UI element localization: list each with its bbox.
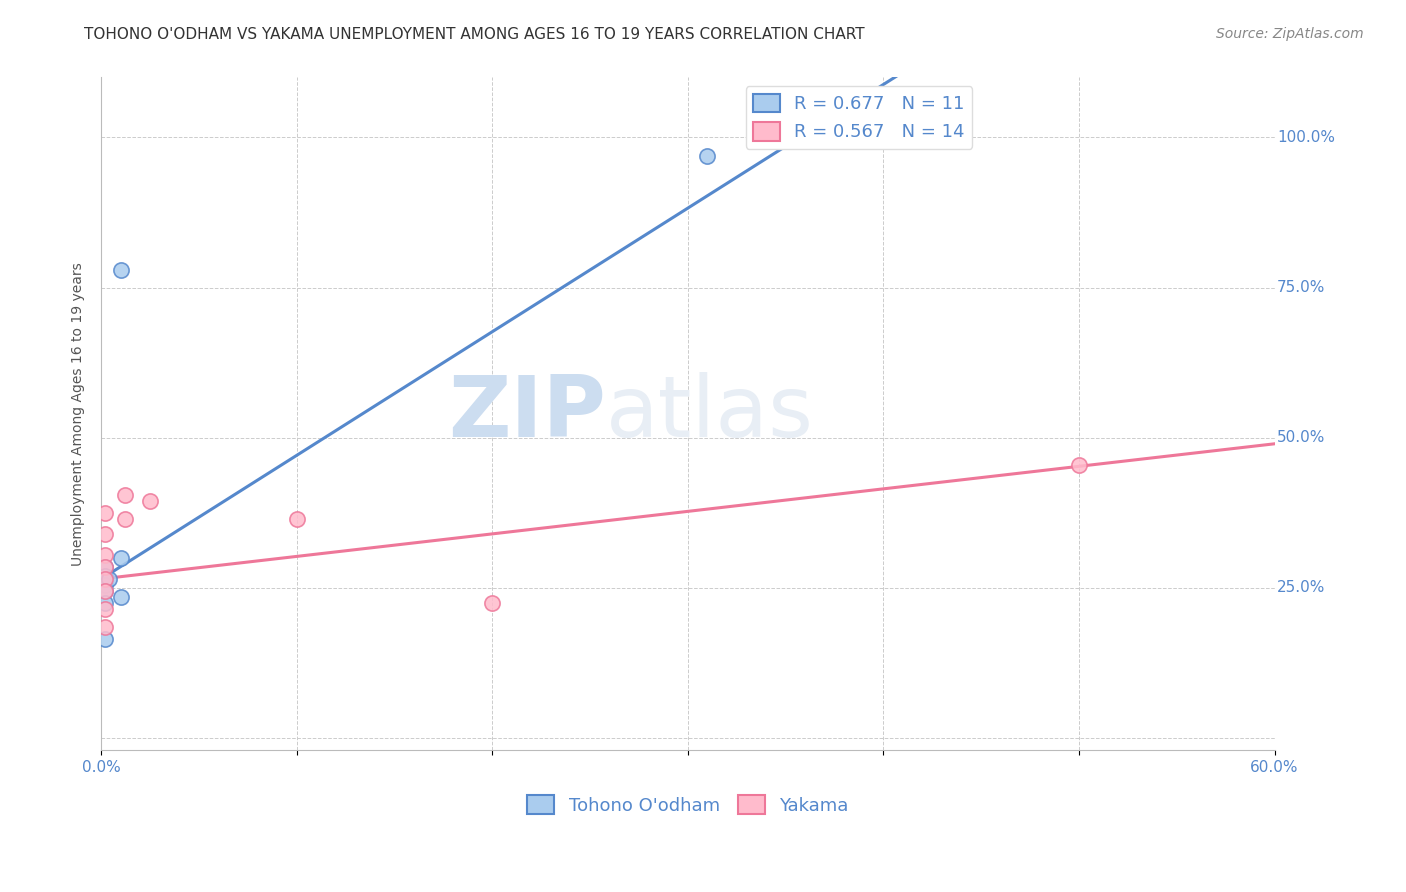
Point xyxy=(94,572,117,586)
Text: TOHONO O'ODHAM VS YAKAMA UNEMPLOYMENT AMONG AGES 16 TO 19 YEARS CORRELATION CHAR: TOHONO O'ODHAM VS YAKAMA UNEMPLOYMENT AM… xyxy=(84,27,865,42)
Point xyxy=(1067,458,1090,472)
Point xyxy=(94,620,117,634)
Point xyxy=(94,560,117,574)
Point xyxy=(94,506,117,520)
Point xyxy=(94,578,117,592)
Point xyxy=(94,602,117,616)
Legend: Tohono O'odham, Yakama: Tohono O'odham, Yakama xyxy=(520,788,856,822)
Point xyxy=(110,550,132,565)
Text: 75.0%: 75.0% xyxy=(1277,280,1326,295)
Point xyxy=(94,560,117,574)
Point xyxy=(94,583,117,598)
Text: atlas: atlas xyxy=(606,372,814,455)
Point xyxy=(94,632,117,646)
Point xyxy=(110,262,132,277)
Point xyxy=(481,596,503,610)
Point xyxy=(94,569,117,583)
Text: 25.0%: 25.0% xyxy=(1277,581,1326,596)
Text: Source: ZipAtlas.com: Source: ZipAtlas.com xyxy=(1216,27,1364,41)
Point xyxy=(139,493,162,508)
Text: 50.0%: 50.0% xyxy=(1277,430,1326,445)
Point xyxy=(114,512,136,526)
Point xyxy=(285,512,308,526)
Point xyxy=(94,548,117,562)
Y-axis label: Unemployment Among Ages 16 to 19 years: Unemployment Among Ages 16 to 19 years xyxy=(72,262,86,566)
Point xyxy=(110,590,132,604)
Point xyxy=(94,596,117,610)
Text: 100.0%: 100.0% xyxy=(1277,130,1334,145)
Point xyxy=(98,572,121,586)
Point xyxy=(94,527,117,541)
Text: ZIP: ZIP xyxy=(449,372,606,455)
Point xyxy=(696,148,718,162)
Point xyxy=(114,488,136,502)
Point xyxy=(94,583,117,598)
